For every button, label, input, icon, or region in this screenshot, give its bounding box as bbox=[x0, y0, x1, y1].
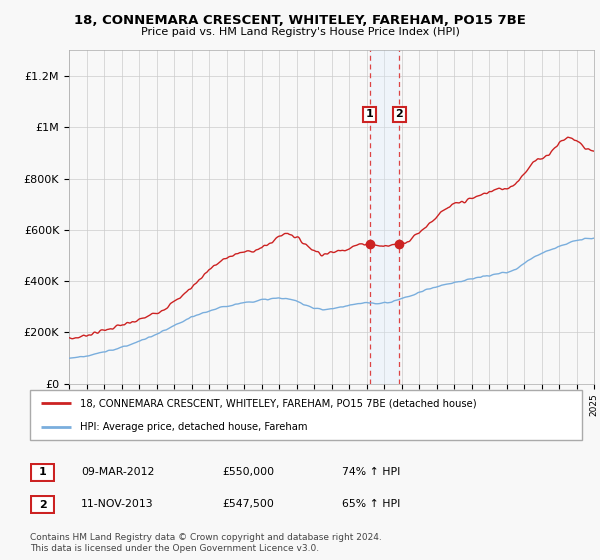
Text: 74% ↑ HPI: 74% ↑ HPI bbox=[342, 466, 400, 477]
Text: 18, CONNEMARA CRESCENT, WHITELEY, FAREHAM, PO15 7BE: 18, CONNEMARA CRESCENT, WHITELEY, FAREHA… bbox=[74, 14, 526, 27]
Text: 2: 2 bbox=[39, 500, 46, 510]
Text: 2: 2 bbox=[395, 109, 403, 119]
Text: 11-NOV-2013: 11-NOV-2013 bbox=[81, 499, 154, 509]
Text: 1: 1 bbox=[39, 467, 46, 477]
Text: £550,000: £550,000 bbox=[222, 466, 274, 477]
Text: 09-MAR-2012: 09-MAR-2012 bbox=[81, 466, 154, 477]
Text: Contains HM Land Registry data © Crown copyright and database right 2024.
This d: Contains HM Land Registry data © Crown c… bbox=[30, 533, 382, 553]
Text: 18, CONNEMARA CRESCENT, WHITELEY, FAREHAM, PO15 7BE (detached house): 18, CONNEMARA CRESCENT, WHITELEY, FAREHA… bbox=[80, 398, 476, 408]
Text: Price paid vs. HM Land Registry's House Price Index (HPI): Price paid vs. HM Land Registry's House … bbox=[140, 27, 460, 37]
Text: HPI: Average price, detached house, Fareham: HPI: Average price, detached house, Fare… bbox=[80, 422, 307, 432]
Bar bbox=[370, 50, 399, 384]
Text: 1: 1 bbox=[366, 109, 374, 119]
Text: 65% ↑ HPI: 65% ↑ HPI bbox=[342, 499, 400, 509]
Text: £547,500: £547,500 bbox=[222, 499, 274, 509]
